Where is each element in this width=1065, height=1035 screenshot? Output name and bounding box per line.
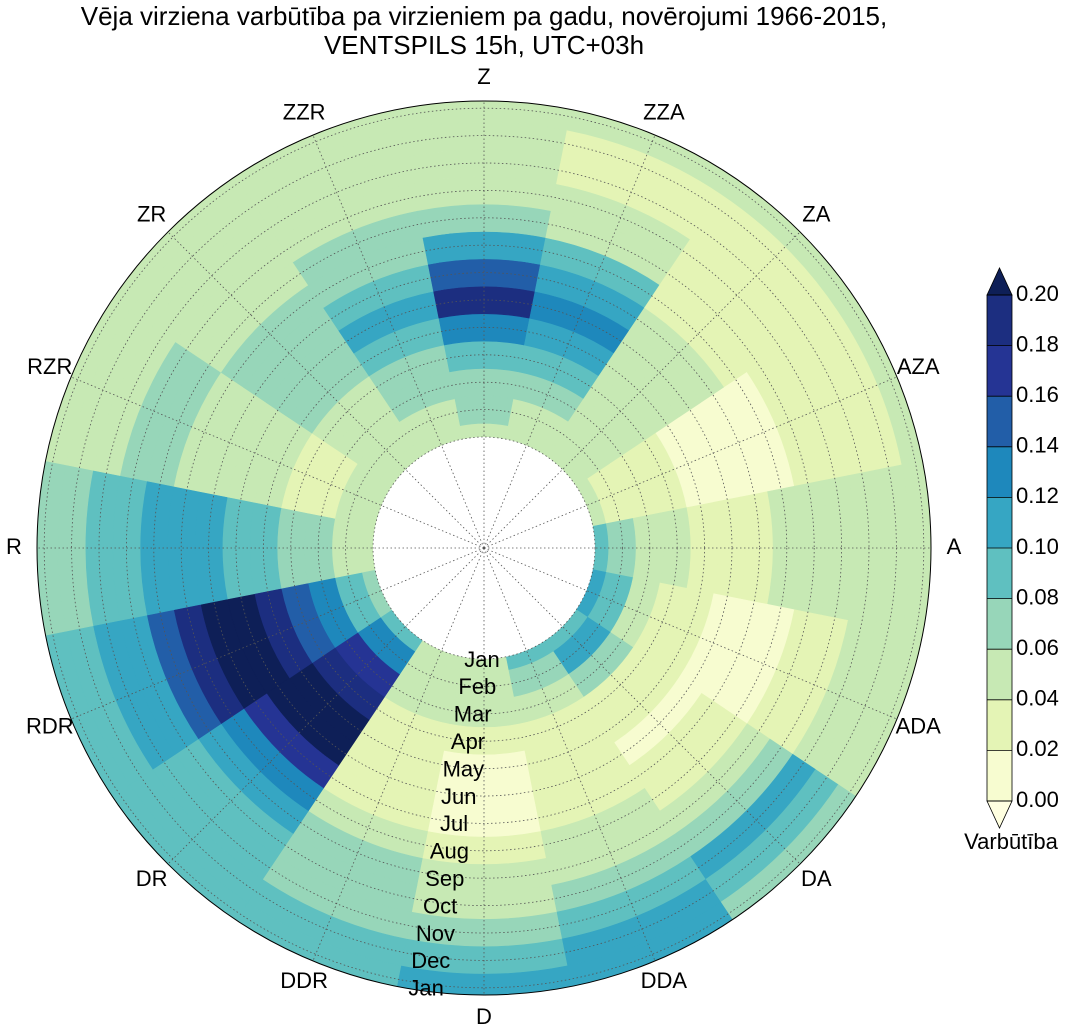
month-label: Jul xyxy=(440,811,468,836)
month-label: Sep xyxy=(425,866,464,891)
direction-label: ZR xyxy=(137,201,166,226)
colorbar-swatch xyxy=(987,497,1012,548)
spoke-grid-line xyxy=(70,547,485,720)
month-label: May xyxy=(443,756,485,781)
colorbar-tick-label: 0.20 xyxy=(1016,281,1059,306)
colorbar-tick-label: 0.04 xyxy=(1016,686,1059,711)
direction-label: D xyxy=(476,1004,492,1029)
colorbar-swatch xyxy=(987,649,1012,700)
contour-field xyxy=(37,101,931,995)
colorbar-swatch xyxy=(987,699,1012,751)
spoke-grid-line xyxy=(483,231,801,549)
colorbar-swatch xyxy=(987,396,1012,447)
colorbar-swatch xyxy=(987,548,1012,599)
spoke-grid-line xyxy=(483,547,801,865)
colorbar-tick-label: 0.10 xyxy=(1016,534,1059,559)
ring-grid-line xyxy=(208,272,760,824)
spoke-grid-line xyxy=(70,376,485,549)
ring-grid-line xyxy=(372,436,596,660)
spoke-grid-line xyxy=(167,231,485,549)
month-label: Apr xyxy=(451,729,485,754)
month-label: Jan xyxy=(464,647,499,672)
direction-label: RDR xyxy=(26,714,74,739)
direction-label: Z xyxy=(477,64,490,89)
direction-label: A xyxy=(947,534,962,559)
direction-label: DR xyxy=(136,866,168,891)
direction-label: DA xyxy=(801,866,832,891)
contour-cell xyxy=(437,313,531,346)
month-label: Jun xyxy=(441,784,476,809)
colorbar-tick-label: 0.06 xyxy=(1016,635,1059,660)
chart-subtitle: VENTSPILS 15h, UTC+03h xyxy=(324,30,644,60)
direction-label: ZZA xyxy=(643,100,685,125)
colorbar-tick-label: 0.14 xyxy=(1016,433,1059,458)
colorbar-swatch xyxy=(987,295,1012,346)
ring-grid-line xyxy=(153,217,815,879)
month-label: Feb xyxy=(458,674,496,699)
direction-label: AZA xyxy=(897,354,940,379)
colorbar-swatch xyxy=(987,750,1012,801)
month-label: Dec xyxy=(411,948,450,973)
ring-grid-line xyxy=(43,107,925,989)
polar-grid xyxy=(37,101,931,995)
month-label: Nov xyxy=(416,921,455,946)
direction-label: RZR xyxy=(27,354,72,379)
direction-label: ZA xyxy=(802,201,830,226)
month-label: Aug xyxy=(430,839,469,864)
spoke-grid-line xyxy=(483,547,898,720)
spoke-grid-line xyxy=(483,134,656,549)
direction-label: DDA xyxy=(641,968,688,993)
colorbar-swatch xyxy=(987,446,1012,498)
colorbar-swatch xyxy=(987,345,1012,397)
month-label: Jan xyxy=(408,976,443,1001)
direction-label: ADA xyxy=(896,714,942,739)
spoke-grid-line xyxy=(483,547,656,962)
outer-frame xyxy=(36,100,932,996)
colorbar-tick-label: 0.00 xyxy=(1016,787,1059,812)
spoke-grid-line xyxy=(167,547,485,865)
colorbar-tick-label: 0.16 xyxy=(1016,382,1059,407)
colorbar-tick-label: 0.02 xyxy=(1016,736,1059,761)
month-label: Oct xyxy=(423,893,457,918)
colorbar-tick-label: 0.12 xyxy=(1016,483,1059,508)
colorbar-swatch xyxy=(987,598,1012,650)
spoke-grid-line xyxy=(483,376,898,549)
month-label: Mar xyxy=(454,702,492,727)
direction-label: ZZR xyxy=(283,100,326,125)
direction-label: DDR xyxy=(280,968,328,993)
chart-title: Vēja virziena varbūtība pa virzieniem pa… xyxy=(81,1,887,31)
colorbar-tick-label: 0.08 xyxy=(1016,584,1059,609)
labels: ZZZAZAAZAAADADADDADDDRDRRDRRRZRZRZZRJanF… xyxy=(6,64,962,1029)
colorbar-tick-label: 0.18 xyxy=(1016,331,1059,356)
spoke-grid-line xyxy=(312,134,485,549)
spoke-grid-line xyxy=(312,547,485,962)
colorbar-label: Varbūtība xyxy=(964,829,1059,854)
ring-grid-line xyxy=(180,244,788,852)
ring-grid-line xyxy=(317,381,651,715)
ring-grid-line xyxy=(125,189,843,907)
colorbar-extend-over xyxy=(986,267,1013,296)
direction-label: R xyxy=(6,534,22,559)
colorbar-extend-under xyxy=(986,800,1013,829)
colorbar: 0.00 0.02 0.04 0.06 0.08 0.10 0.12 0.14 0.16 0.18… xyxy=(986,267,1059,829)
ring-grid-line xyxy=(345,409,623,687)
